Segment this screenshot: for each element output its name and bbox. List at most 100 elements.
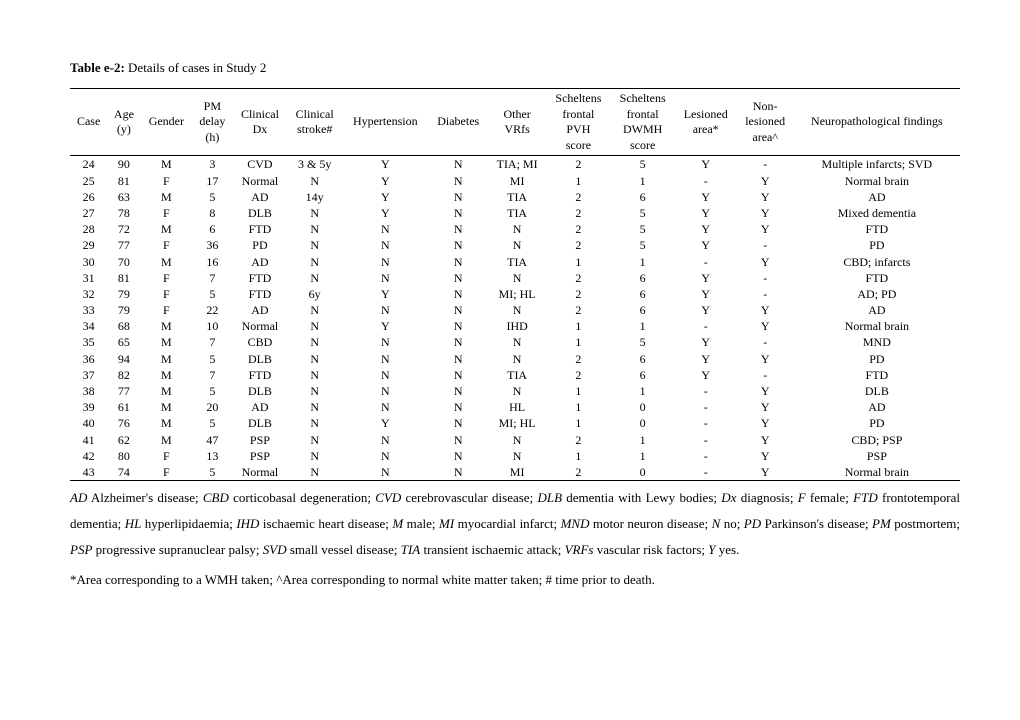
table-cell: PSP <box>233 448 288 464</box>
table-cell: CVD <box>233 156 288 173</box>
col-header: Diabetes <box>429 89 488 156</box>
table-cell: N <box>287 464 342 481</box>
table-cell: Y <box>737 383 794 399</box>
table-cell: PD <box>794 351 960 367</box>
abbrev-def: male; <box>403 516 439 531</box>
table-cell: 31 <box>70 270 107 286</box>
abbrev-term: TIA <box>401 542 421 557</box>
table-cell: N <box>342 448 428 464</box>
abbrev-term: PD <box>744 516 761 531</box>
table-cell: N <box>287 254 342 270</box>
abbrev-term: CVD <box>375 490 401 505</box>
table-cell: 36 <box>192 237 232 253</box>
abbrev-def: motor neuron disease; <box>589 516 711 531</box>
table-cell: M <box>141 432 193 448</box>
abbrev-term: FTD <box>853 490 878 505</box>
table-cell: 33 <box>70 302 107 318</box>
table-cell: 81 <box>107 173 140 189</box>
table-cell: MI <box>488 464 546 481</box>
table-cell: N <box>342 432 428 448</box>
table-cell: N <box>287 302 342 318</box>
table-cell: 2 <box>546 351 610 367</box>
table-cell: N <box>342 367 428 383</box>
abbrev-def: corticobasal degeneration; <box>229 490 375 505</box>
table-cell: Y <box>737 205 794 221</box>
table-cell: N <box>287 383 342 399</box>
table-cell: N <box>287 367 342 383</box>
table-cell: Y <box>675 286 737 302</box>
abbrev-def: hyperlipidaemia; <box>141 516 236 531</box>
table-cell: 6 <box>611 302 675 318</box>
table-cell: N <box>429 286 488 302</box>
table-cell: N <box>342 351 428 367</box>
table-cell: 81 <box>107 270 140 286</box>
table-cell: DLB <box>794 383 960 399</box>
table-cell: 7 <box>192 367 232 383</box>
table-cell: MI; HL <box>488 415 546 431</box>
table-cell: Normal <box>233 464 288 481</box>
table-cell: Y <box>737 254 794 270</box>
table-cell: 7 <box>192 270 232 286</box>
table-cell: Y <box>737 432 794 448</box>
abbrev-def: female; <box>806 490 854 505</box>
abbrev-term: HL <box>125 516 142 531</box>
abbreviations-legend: AD Alzheimer's disease; CBD corticobasal… <box>70 485 960 563</box>
table-cell: AD <box>794 399 960 415</box>
table-cell: 17 <box>192 173 232 189</box>
table-cell: 13 <box>192 448 232 464</box>
table-cell: N <box>287 432 342 448</box>
table-cell: 5 <box>192 189 232 205</box>
table-cell: N <box>429 156 488 173</box>
table-cell: N <box>287 351 342 367</box>
table-row: 3961M20ADNNNHL10-YAD <box>70 399 960 415</box>
abbrev-def: small vessel disease; <box>287 542 401 557</box>
table-cell: 0 <box>611 415 675 431</box>
table-cell: 5 <box>611 156 675 173</box>
table-row: 3694M5DLBNNNN26YYPD <box>70 351 960 367</box>
table-cell: Y <box>737 464 794 481</box>
table-cell: N <box>429 302 488 318</box>
table-cell: M <box>141 221 193 237</box>
table-cell: 14y <box>287 189 342 205</box>
table-cell: DLB <box>233 415 288 431</box>
table-cell: 1 <box>611 448 675 464</box>
table-cell: 2 <box>546 205 610 221</box>
table-cell: 2 <box>546 237 610 253</box>
table-cell: M <box>141 415 193 431</box>
table-row: 3782M7FTDNNNTIA26Y-FTD <box>70 367 960 383</box>
abbrev-def: postmortem; <box>891 516 960 531</box>
table-cell: 1 <box>611 432 675 448</box>
table-cell: PSP <box>233 432 288 448</box>
table-cell: AD <box>233 302 288 318</box>
table-cell: 1 <box>546 254 610 270</box>
table-cell: 68 <box>107 318 140 334</box>
table-cell: Y <box>675 189 737 205</box>
table-cell: - <box>737 237 794 253</box>
table-cell: M <box>141 383 193 399</box>
table-row: 4162M47PSPNNNN21-YCBD; PSP <box>70 432 960 448</box>
table-cell: 37 <box>70 367 107 383</box>
abbrev-term: SVD <box>263 542 287 557</box>
table-row: 3181F7FTDNNNN26Y-FTD <box>70 270 960 286</box>
table-cell: N <box>488 237 546 253</box>
table-cell: MI; HL <box>488 286 546 302</box>
table-cell: FTD <box>233 286 288 302</box>
table-cell: M <box>141 334 193 350</box>
table-cell: 24 <box>70 156 107 173</box>
table-cell: M <box>141 351 193 367</box>
table-cell: N <box>287 221 342 237</box>
table-cell: 16 <box>192 254 232 270</box>
table-cell: N <box>429 464 488 481</box>
table-cell: FTD <box>233 270 288 286</box>
table-cell: 1 <box>611 383 675 399</box>
table-cell: CBD <box>233 334 288 350</box>
table-row: 4374F5NormalNNNMI20-YNormal brain <box>70 464 960 481</box>
table-cell: 5 <box>611 205 675 221</box>
cases-table: CaseAge (y)GenderPM delay (h)Clinical Dx… <box>70 88 960 481</box>
table-cell: N <box>429 448 488 464</box>
table-cell: Normal brain <box>794 173 960 189</box>
table-cell: M <box>141 156 193 173</box>
table-cell: 42 <box>70 448 107 464</box>
table-cell: 2 <box>546 367 610 383</box>
table-cell: 94 <box>107 351 140 367</box>
